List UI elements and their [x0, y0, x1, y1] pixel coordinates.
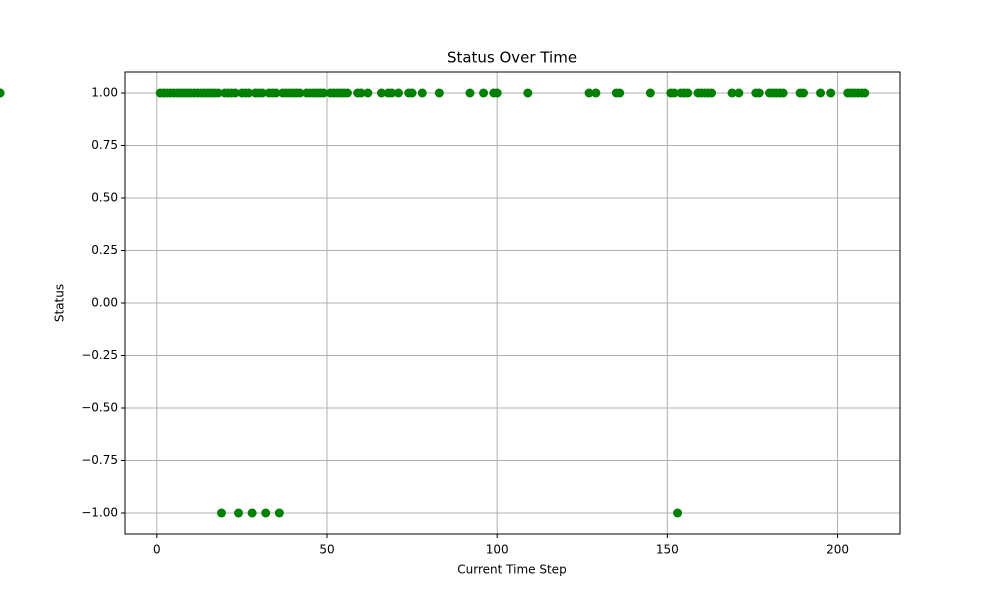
point: [734, 88, 744, 98]
point: [669, 88, 679, 98]
point: [319, 88, 329, 98]
y-tick-label: −0.75: [81, 453, 118, 467]
point: [376, 88, 386, 98]
x-tick-label: 0: [153, 543, 161, 557]
point: [393, 88, 403, 98]
point: [230, 88, 240, 98]
y-tick-label: −0.50: [81, 401, 118, 415]
point: [356, 88, 366, 98]
point: [434, 88, 444, 98]
chart-title: Status Over Time: [447, 49, 577, 67]
x-tick-label: 150: [656, 543, 679, 557]
point: [257, 88, 267, 98]
point: [407, 88, 417, 98]
x-tick-label: 100: [486, 543, 509, 557]
point: [387, 88, 397, 98]
point: [683, 88, 693, 98]
point: [707, 88, 717, 98]
y-tick-label: 0.75: [91, 138, 118, 152]
point: [465, 88, 475, 98]
point: [274, 508, 284, 518]
point: [754, 88, 764, 98]
point: [591, 88, 601, 98]
point: [727, 88, 737, 98]
point: [492, 88, 502, 98]
y-axis-label: Status: [53, 284, 67, 322]
y-tick-label: 0.00: [91, 296, 118, 310]
x-axis-label: Current Time Step: [457, 563, 566, 577]
point: [479, 88, 489, 98]
point: [0, 88, 5, 98]
x-tick-label: 200: [826, 543, 849, 557]
y-tick-label: 1.00: [91, 86, 118, 100]
point: [261, 508, 271, 518]
point: [816, 88, 826, 98]
x-tick-label: 50: [319, 543, 334, 557]
point: [216, 508, 226, 518]
point: [860, 88, 870, 98]
plot-frame: [124, 71, 901, 535]
point: [584, 88, 594, 98]
y-tick-label: 0.25: [91, 243, 118, 257]
point: [799, 88, 809, 98]
point: [523, 88, 533, 98]
point: [778, 88, 788, 98]
point: [363, 88, 373, 98]
point: [234, 508, 244, 518]
point: [271, 88, 281, 98]
point: [244, 88, 254, 98]
y-tick-label: 0.50: [91, 191, 118, 205]
y-tick-label: −1.00: [81, 506, 118, 520]
point: [645, 88, 655, 98]
point: [342, 88, 352, 98]
y-tick-label: −0.25: [81, 348, 118, 362]
point: [417, 88, 427, 98]
point: [615, 88, 625, 98]
point: [295, 88, 305, 98]
point: [826, 88, 836, 98]
point: [247, 508, 257, 518]
point: [673, 508, 683, 518]
point: [213, 88, 223, 98]
